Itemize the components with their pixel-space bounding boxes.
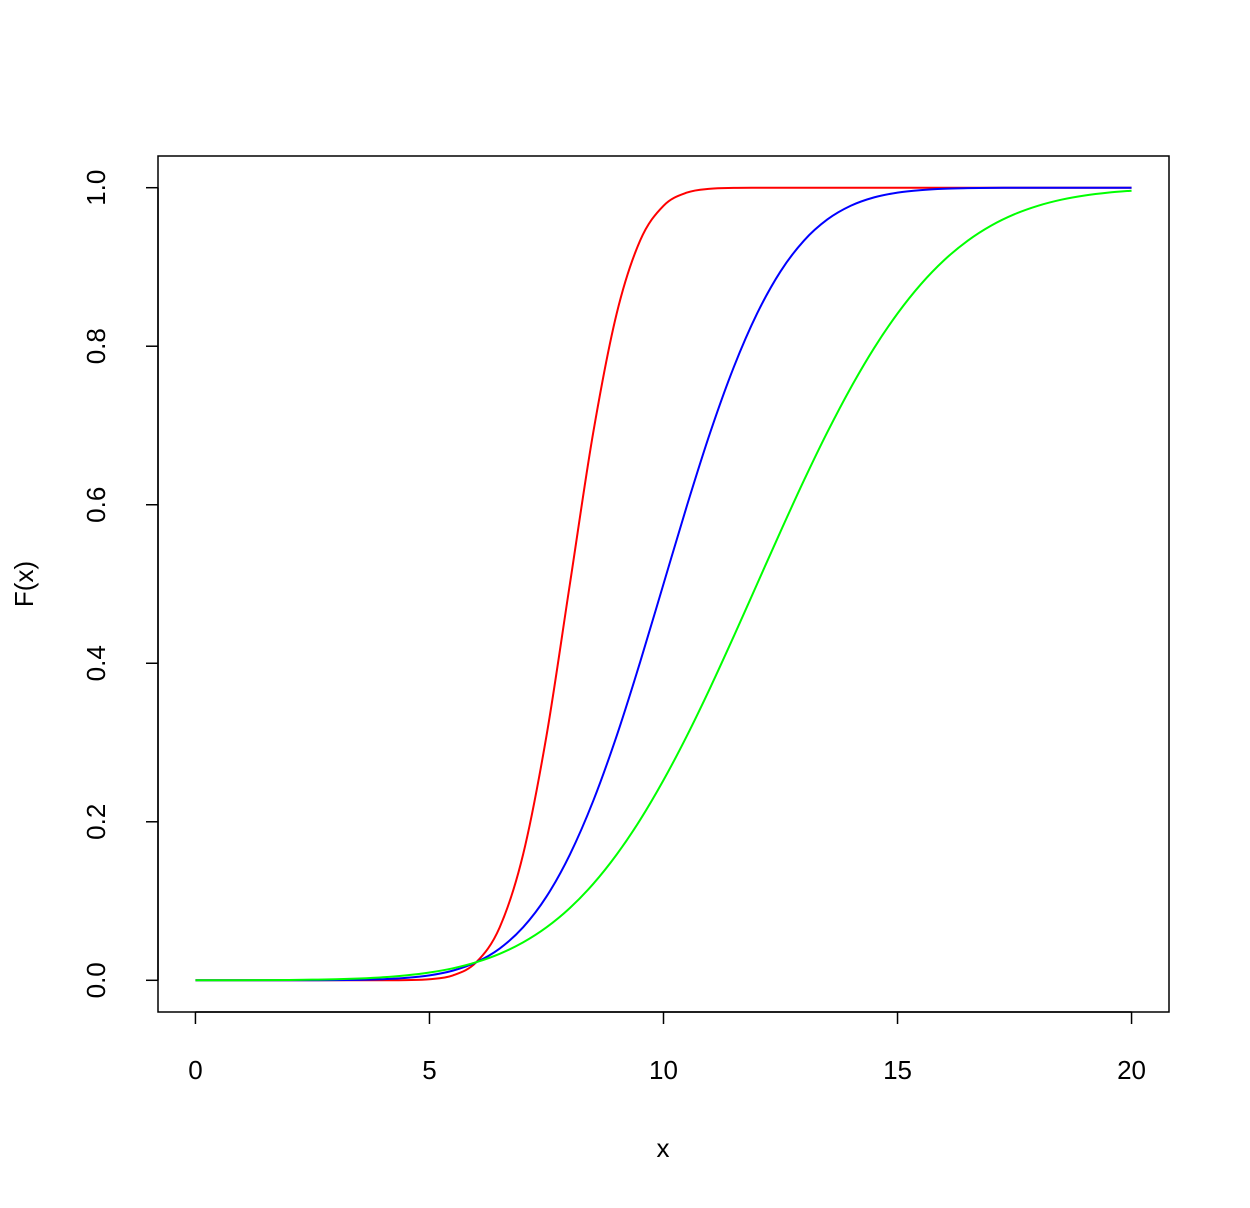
y-tick-label: 0.8 bbox=[81, 328, 111, 364]
x-tick-label: 5 bbox=[422, 1055, 436, 1085]
x-tick-label: 15 bbox=[883, 1055, 912, 1085]
y-tick-label: 0.0 bbox=[81, 962, 111, 998]
y-tick-label: 0.6 bbox=[81, 487, 111, 523]
cdf-line bbox=[195, 189, 1132, 982]
y-axis-label: F(x) bbox=[9, 561, 39, 607]
x-axis-label: x bbox=[657, 1133, 670, 1163]
x-tick-label: 0 bbox=[188, 1055, 202, 1085]
cdf-line bbox=[195, 186, 1132, 982]
y-tick-label: 0.2 bbox=[81, 804, 111, 840]
y-tick-label: 1.0 bbox=[81, 170, 111, 206]
x-tick-label: 20 bbox=[1117, 1055, 1146, 1085]
y-tick-label: 0.4 bbox=[81, 645, 111, 681]
x-tick-label: 10 bbox=[649, 1055, 678, 1085]
